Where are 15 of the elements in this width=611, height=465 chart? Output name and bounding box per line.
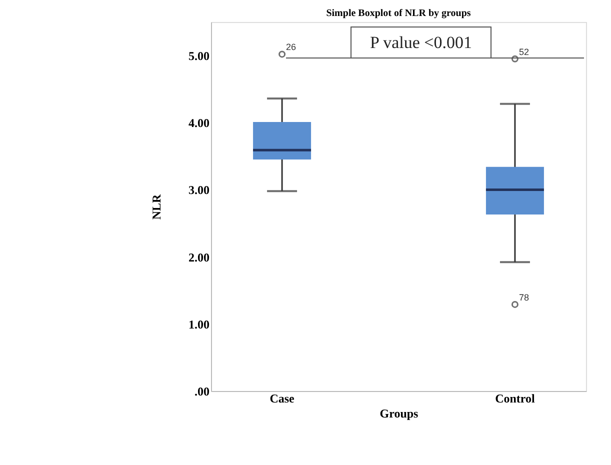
- annotation: 78: [518, 292, 529, 302]
- y-axis-title: NLR: [150, 194, 164, 220]
- y-tick-label: 5.00: [188, 49, 210, 64]
- y-tick-label: 4.00: [188, 116, 210, 130]
- y-tick-label: 2.00: [188, 250, 210, 264]
- annotation: 26: [286, 42, 296, 52]
- x-axis-title: Groups: [380, 406, 419, 420]
- y-tick-label: 3.00: [188, 183, 210, 198]
- chart-title: Simple Boxplot of NLR by groups: [326, 8, 471, 19]
- annotation: P value <0.001: [370, 33, 472, 52]
- y-tick-label: 1.00: [188, 317, 210, 332]
- y-tick-label: .00: [194, 384, 210, 398]
- x-tick-label: Case: [270, 392, 296, 406]
- annotation: 52: [518, 46, 529, 57]
- x-tick-label: Control: [495, 392, 536, 406]
